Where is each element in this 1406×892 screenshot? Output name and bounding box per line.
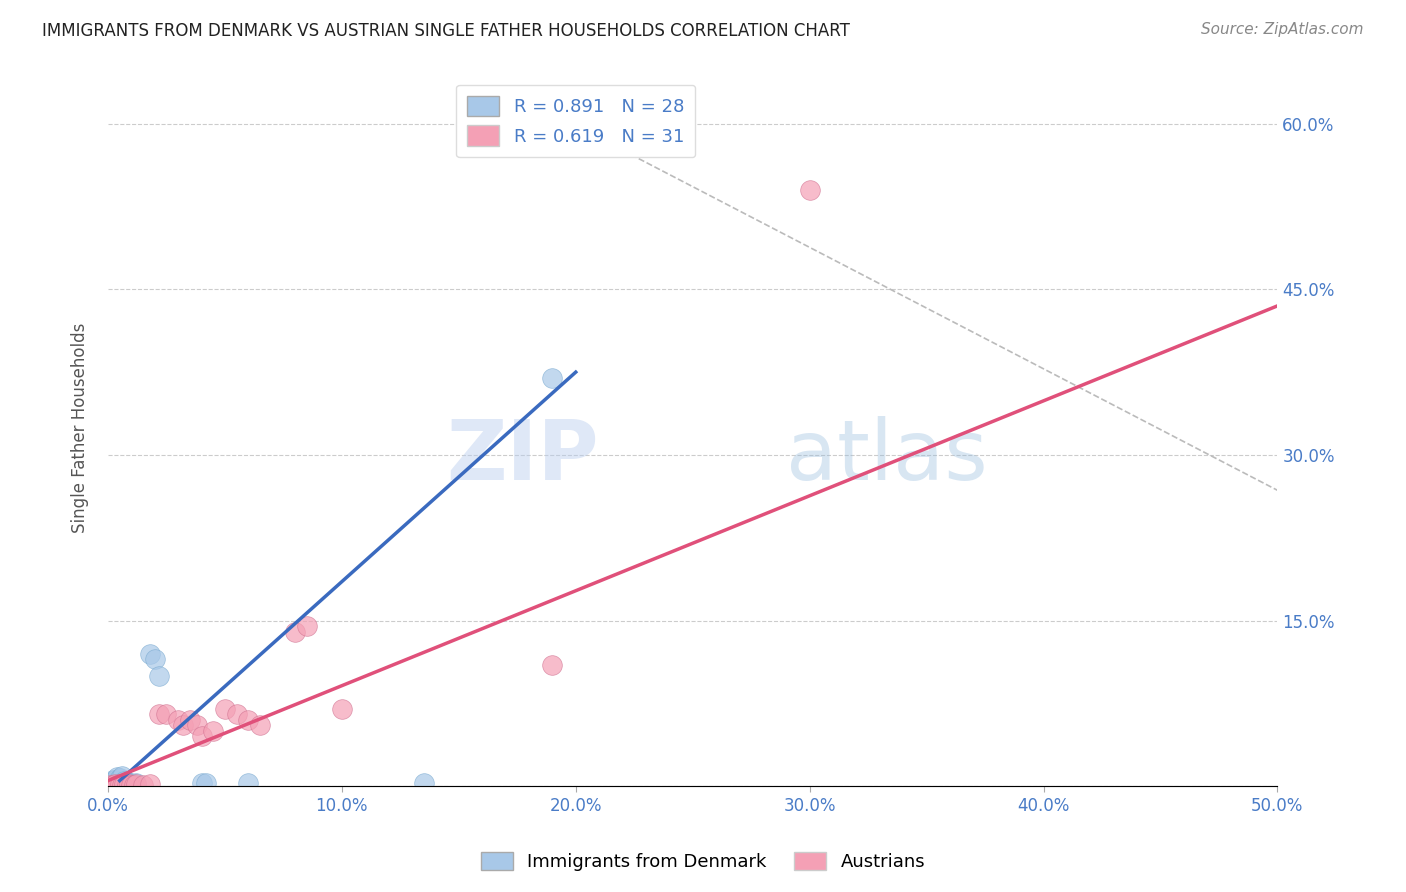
Point: [202, 723, 225, 738]
Point: [108, 776, 131, 790]
Y-axis label: Single Father Households: Single Father Households: [72, 322, 89, 533]
Point: [238, 713, 260, 727]
Point: [412, 776, 434, 790]
Point: [541, 370, 564, 384]
Point: [125, 777, 148, 791]
Text: Source: ZipAtlas.com: Source: ZipAtlas.com: [1201, 22, 1364, 37]
Point: [139, 647, 162, 661]
Point: [179, 713, 201, 727]
Point: [101, 774, 124, 789]
Point: [101, 772, 124, 787]
Point: [120, 776, 142, 790]
Point: [167, 713, 190, 727]
Point: [214, 702, 236, 716]
Point: [108, 777, 131, 791]
Point: [101, 777, 124, 791]
Point: [112, 773, 135, 788]
Legend: R = 0.891   N = 28, R = 0.619   N = 31: R = 0.891 N = 28, R = 0.619 N = 31: [456, 85, 695, 157]
Point: [101, 778, 124, 792]
Point: [115, 778, 138, 792]
Point: [108, 772, 131, 786]
Point: [330, 702, 353, 716]
Point: [132, 778, 155, 792]
Point: [104, 777, 127, 791]
Text: ZIP: ZIP: [447, 416, 599, 497]
Point: [105, 773, 128, 788]
Point: [104, 777, 127, 791]
Point: [104, 774, 127, 789]
Point: [190, 776, 212, 790]
Point: [111, 769, 134, 783]
Point: [111, 778, 134, 792]
Point: [172, 718, 194, 732]
Point: [148, 707, 170, 722]
Point: [155, 707, 177, 722]
Point: [112, 777, 135, 791]
Point: [541, 657, 564, 672]
Legend: Immigrants from Denmark, Austrians: Immigrants from Denmark, Austrians: [474, 845, 932, 879]
Point: [115, 776, 138, 790]
Point: [139, 777, 162, 791]
Point: [105, 776, 128, 790]
Point: [238, 776, 260, 790]
Point: [115, 774, 138, 789]
Point: [284, 624, 307, 639]
Point: [118, 777, 141, 791]
Point: [295, 619, 318, 633]
Point: [122, 778, 145, 792]
Text: atlas: atlas: [786, 416, 988, 497]
Point: [799, 183, 821, 197]
Point: [111, 774, 134, 789]
Point: [225, 707, 247, 722]
Point: [249, 718, 271, 732]
Point: [195, 776, 218, 790]
Point: [98, 776, 121, 790]
Point: [105, 770, 128, 784]
Point: [143, 652, 166, 666]
Point: [190, 730, 212, 744]
Point: [104, 772, 127, 787]
Point: [105, 778, 128, 792]
Point: [98, 777, 121, 791]
Point: [148, 669, 170, 683]
Text: IMMIGRANTS FROM DENMARK VS AUSTRIAN SINGLE FATHER HOUSEHOLDS CORRELATION CHART: IMMIGRANTS FROM DENMARK VS AUSTRIAN SING…: [42, 22, 851, 40]
Point: [98, 778, 121, 792]
Point: [120, 778, 142, 792]
Point: [186, 718, 208, 732]
Point: [125, 776, 148, 790]
